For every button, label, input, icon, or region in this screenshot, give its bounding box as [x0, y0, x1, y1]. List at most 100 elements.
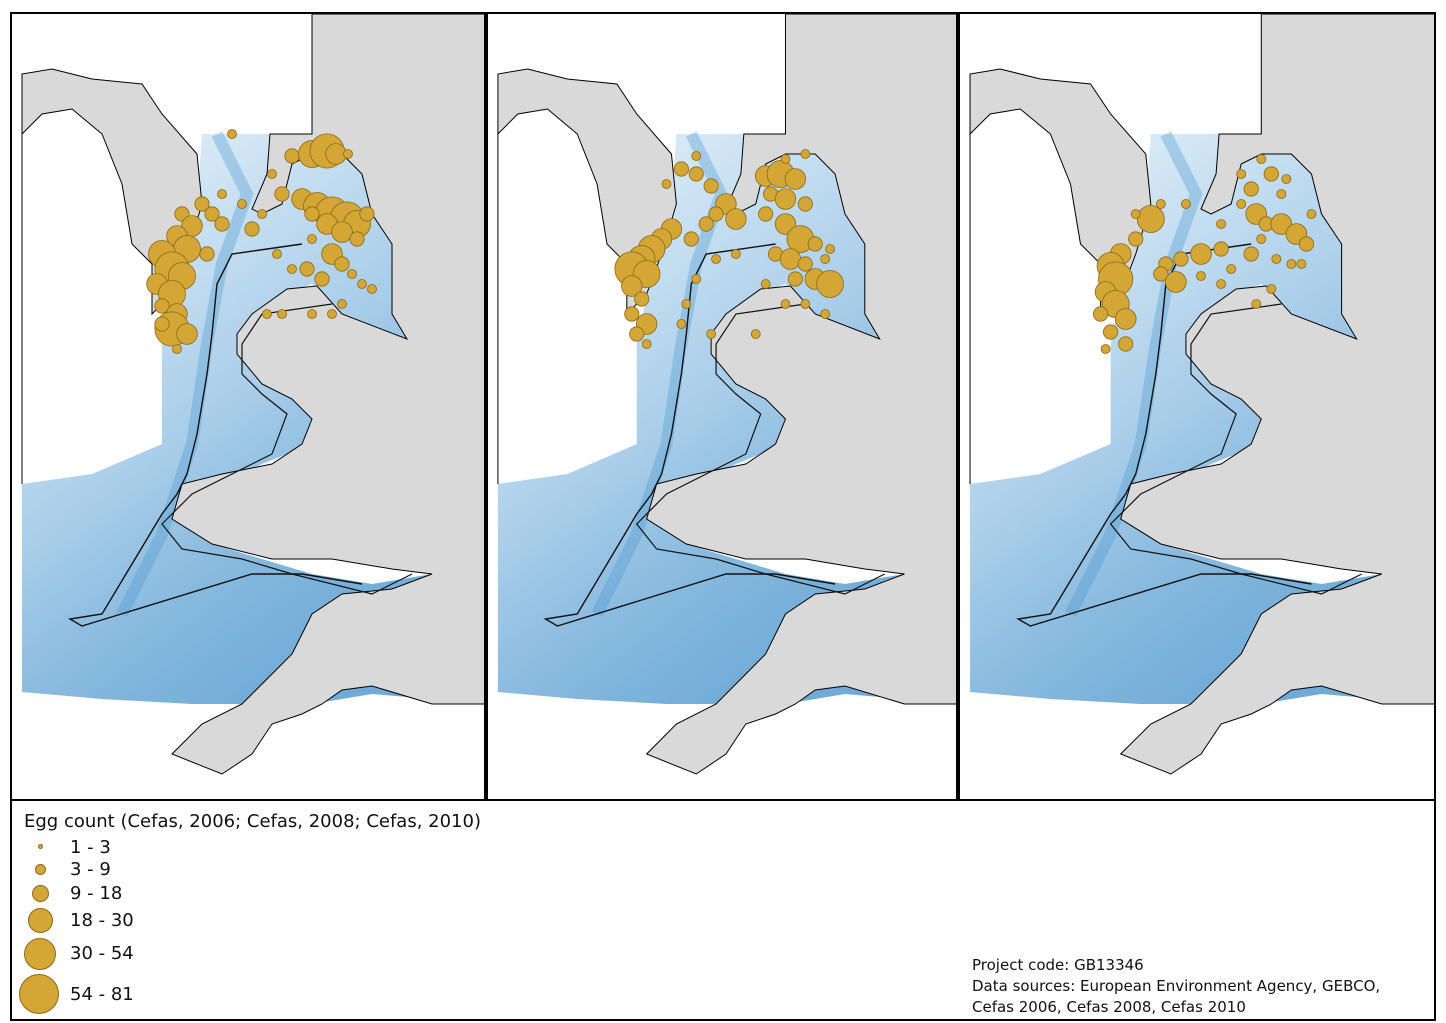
egg-count-point — [807, 236, 823, 252]
egg-count-point — [787, 271, 803, 287]
map-panel-2008 — [486, 12, 958, 801]
egg-count-point — [1153, 266, 1169, 282]
egg-count-point — [1102, 324, 1119, 340]
egg-count-point — [334, 256, 350, 272]
boundary-line-outer — [1016, 243, 1312, 627]
egg-count-point — [343, 149, 353, 159]
egg-count-point — [784, 168, 807, 190]
map-layer-group — [969, 14, 1434, 775]
egg-count-point — [204, 206, 220, 222]
egg-count-point — [1296, 259, 1307, 269]
egg-count-point — [217, 189, 227, 199]
egg-count-point — [304, 206, 320, 222]
egg-count-point — [1286, 259, 1297, 269]
credits-block: Project code: GB13346 Data sources: Euro… — [972, 955, 1380, 1018]
egg-count-point — [780, 299, 791, 309]
map-2006 — [21, 14, 484, 775]
egg-count-point — [1216, 219, 1227, 229]
egg-symbol-icon — [24, 938, 56, 970]
egg-count-point — [257, 209, 267, 219]
egg-count-point — [307, 309, 317, 319]
map-panel-2006 — [10, 12, 486, 801]
egg-count-point — [1271, 254, 1282, 264]
egg-count-point — [1114, 308, 1137, 330]
egg-count-point — [634, 291, 650, 307]
egg-count-point — [154, 316, 170, 332]
sea-bathymetry — [22, 134, 484, 704]
boundary-line-inner — [161, 303, 413, 595]
boundary-line-outer — [543, 243, 836, 627]
egg-count-point — [661, 179, 672, 189]
egg-count-point — [683, 231, 699, 247]
egg-count-point — [1263, 166, 1279, 182]
egg-count-point — [825, 244, 835, 254]
egg-count-point — [1270, 213, 1293, 235]
egg-count-point — [624, 306, 640, 322]
egg-count-point — [816, 270, 844, 298]
egg-count-point — [262, 309, 272, 319]
egg-count-point — [1136, 205, 1165, 233]
egg-count-point — [347, 269, 357, 279]
land-east — [171, 14, 484, 775]
egg-count-point — [359, 206, 375, 222]
deep-channel — [591, 131, 728, 617]
sea-bathymetry — [970, 134, 1434, 704]
map-2010 — [969, 14, 1434, 775]
egg-count-point — [331, 221, 353, 243]
egg-count-point — [1236, 169, 1247, 179]
land-east — [1119, 14, 1434, 775]
legend-label: 54 - 81 — [70, 984, 134, 1005]
egg-count-point — [1092, 306, 1109, 322]
egg-count-point — [725, 208, 747, 230]
egg-symbol-icon — [35, 864, 46, 875]
map-layer-group — [497, 14, 956, 775]
boundary-line-outer — [67, 243, 363, 627]
legend-title: Egg count (Cefas, 2006; Cefas, 2008; Cef… — [24, 811, 481, 832]
data-sources-line-2: Cefas 2006, Cefas 2008, Cefas 2010 — [972, 998, 1246, 1016]
egg-count-point — [706, 329, 716, 339]
egg-count-point — [711, 254, 721, 264]
egg-count-point — [688, 166, 704, 182]
legend-label: 1 - 3 — [70, 837, 111, 858]
egg-count-point — [214, 216, 230, 232]
egg-count-point — [199, 246, 215, 262]
egg-count-point — [797, 256, 813, 272]
egg-count-point — [1128, 231, 1144, 247]
egg-count-point — [708, 206, 724, 222]
egg-count-point — [774, 188, 797, 210]
egg-count-point — [820, 254, 831, 264]
egg-count-point — [800, 299, 811, 309]
egg-count-point — [244, 221, 260, 237]
egg-symbol-icon — [32, 885, 49, 902]
egg-count-point — [681, 299, 692, 309]
egg-count-point — [1173, 251, 1189, 267]
egg-symbol-icon — [28, 908, 53, 933]
egg-count-point — [703, 178, 719, 194]
egg-count-point — [367, 284, 377, 294]
egg-count-point — [227, 129, 237, 139]
egg-count-point — [1165, 271, 1187, 293]
egg-count-point — [284, 148, 300, 164]
egg-count-point — [691, 151, 702, 161]
egg-count-point — [1100, 344, 1111, 354]
egg-count-point — [194, 196, 210, 212]
egg-count-point — [750, 329, 761, 339]
egg-count-point — [1298, 236, 1315, 252]
egg-count-point — [274, 186, 290, 202]
egg-count-point — [621, 275, 643, 297]
egg-count-point — [758, 206, 774, 222]
egg-count-point — [314, 271, 330, 287]
legend-label: 9 - 18 — [70, 883, 123, 904]
map-2008 — [497, 14, 956, 775]
egg-count-point — [1256, 154, 1267, 164]
egg-count-point — [673, 161, 689, 177]
egg-count-point — [820, 309, 831, 319]
egg-symbol-icon — [19, 974, 59, 1014]
boundary-line-inner — [635, 303, 885, 595]
land-east — [645, 14, 956, 775]
egg-count-point — [1190, 243, 1212, 265]
egg-count-point — [1243, 181, 1259, 197]
egg-count-point — [277, 309, 287, 319]
egg-count-point — [641, 339, 652, 349]
egg-count-point — [267, 169, 277, 179]
